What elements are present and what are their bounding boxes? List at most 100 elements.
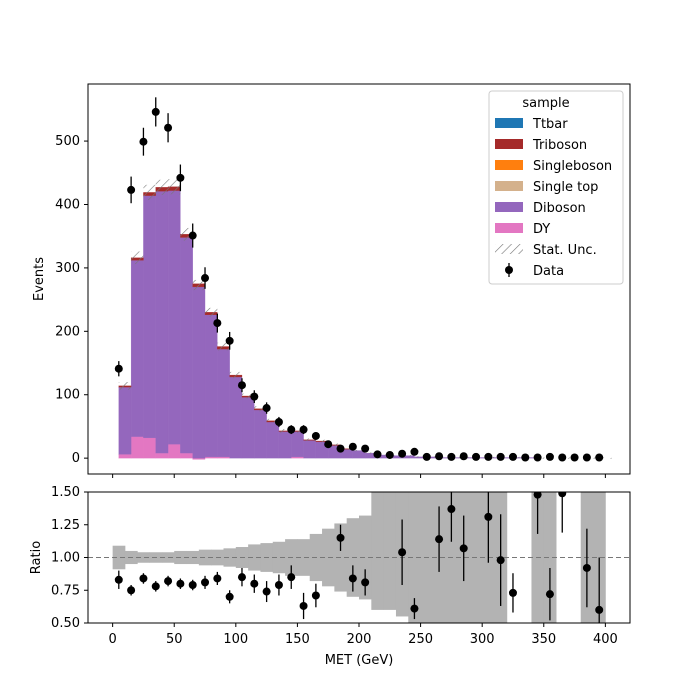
stack-bar-dy — [155, 452, 169, 459]
ratio-unc-band — [198, 549, 212, 566]
stat-unc-band — [291, 428, 304, 433]
stat-unc-band — [377, 454, 390, 456]
data-point — [151, 107, 160, 116]
stat-unc-band — [217, 342, 230, 351]
stat-unc-band — [143, 184, 156, 201]
data-point — [533, 453, 542, 462]
stat-unc-band — [340, 447, 353, 450]
ratio-y-tick-label: 1.25 — [51, 518, 80, 533]
ratio-point — [114, 575, 123, 584]
data-point — [164, 123, 173, 132]
ratio-unc-band — [371, 492, 385, 610]
stat-unc-band — [205, 307, 218, 317]
legend-swatch — [495, 139, 523, 149]
ratio-point — [496, 556, 505, 565]
ratio-point — [361, 578, 370, 587]
legend-label: Data — [533, 264, 564, 279]
data-point — [237, 381, 246, 390]
ratio-point — [274, 581, 283, 590]
ratio-point — [533, 492, 542, 499]
stack-bar-diboson — [204, 314, 218, 458]
stack-bar-diboson — [278, 431, 292, 459]
ratio-unc-band — [112, 545, 126, 570]
data-point — [225, 336, 234, 345]
stack-bar-dy — [291, 456, 304, 459]
legend-swatch — [495, 118, 523, 128]
legend-label: Diboson — [533, 201, 586, 216]
x-tick-label: 400 — [593, 632, 618, 647]
stack-bar-diboson — [155, 191, 169, 454]
y-tick-label: 300 — [55, 261, 80, 276]
stat-unc-band — [168, 179, 181, 195]
legend-title: sample — [522, 96, 569, 111]
data-point — [114, 364, 123, 373]
ratio-point — [250, 579, 259, 588]
ratio-point — [410, 604, 419, 613]
legend-label: Stat. Unc. — [533, 243, 597, 258]
data-point — [262, 404, 271, 413]
ratio-point — [398, 548, 407, 557]
stack-bar-diboson — [254, 409, 267, 459]
stack-bar-diboson — [291, 431, 304, 458]
x-tick-label: 200 — [347, 632, 372, 647]
ratio-point — [213, 574, 222, 583]
stack-bar-dy — [130, 436, 144, 459]
legend-swatch — [495, 160, 523, 170]
stat-unc-band — [155, 179, 169, 195]
ratio-y-axis-label: Ratio — [29, 541, 44, 574]
stack-bar-dy — [167, 444, 181, 459]
ratio-point — [188, 581, 197, 590]
stat-unc-band — [266, 418, 279, 423]
stack-bar-diboson — [229, 376, 243, 459]
x-tick-label: 250 — [408, 632, 433, 647]
legend-swatch — [495, 181, 523, 191]
stat-unc-band — [512, 456, 526, 459]
data-point — [582, 453, 591, 462]
ratio-y-tick-label: 0.75 — [51, 583, 80, 598]
data-point — [274, 418, 283, 426]
ratio-point — [545, 590, 554, 599]
stack-bar-dy — [192, 457, 206, 460]
stack-bar-dy — [180, 452, 193, 459]
stack-bar-diboson — [143, 195, 156, 439]
stat-unc-band — [562, 457, 575, 459]
legend-swatch — [495, 223, 523, 233]
stack-bar-diboson — [266, 421, 280, 459]
ratio-point — [348, 574, 357, 583]
main-panel: 0 100 200 300 400 500 Events sample Ttbar Triboso… — [32, 83, 631, 478]
x-axis-label: MET (GeV) — [325, 653, 394, 668]
ratio-point — [151, 582, 160, 591]
stack-bar-dy — [204, 456, 218, 459]
data-point — [188, 231, 197, 240]
ratio-point — [176, 579, 185, 588]
data-point — [201, 274, 210, 283]
data-point — [435, 452, 444, 461]
ratio-point — [447, 505, 456, 514]
data-point — [336, 444, 345, 453]
stack-bar-dy — [217, 456, 230, 459]
stat-unc-band — [549, 457, 563, 459]
data-point — [422, 452, 431, 461]
stack-bar-diboson — [192, 286, 206, 459]
x-tick-label: 100 — [223, 632, 248, 647]
data-point — [348, 442, 357, 451]
ratio-unc-band — [223, 548, 237, 567]
data-point — [459, 452, 468, 461]
data-point — [447, 452, 456, 461]
stat-unc-band — [192, 279, 206, 291]
data-point — [570, 453, 579, 462]
stat-unc-band — [426, 456, 440, 458]
y-tick-label: 100 — [55, 388, 80, 403]
data-point — [139, 137, 148, 146]
stat-unc-band — [414, 456, 427, 458]
ratio-point — [459, 544, 468, 553]
data-point — [508, 452, 517, 461]
data-point — [410, 447, 419, 456]
ratio-y-tick-label: 1.00 — [51, 551, 80, 566]
x-tick-label: 50 — [166, 632, 183, 647]
data-point — [496, 452, 505, 461]
ratio-plot-area — [88, 492, 630, 623]
ratio-point — [164, 577, 173, 586]
stat-unc-band — [586, 457, 600, 459]
